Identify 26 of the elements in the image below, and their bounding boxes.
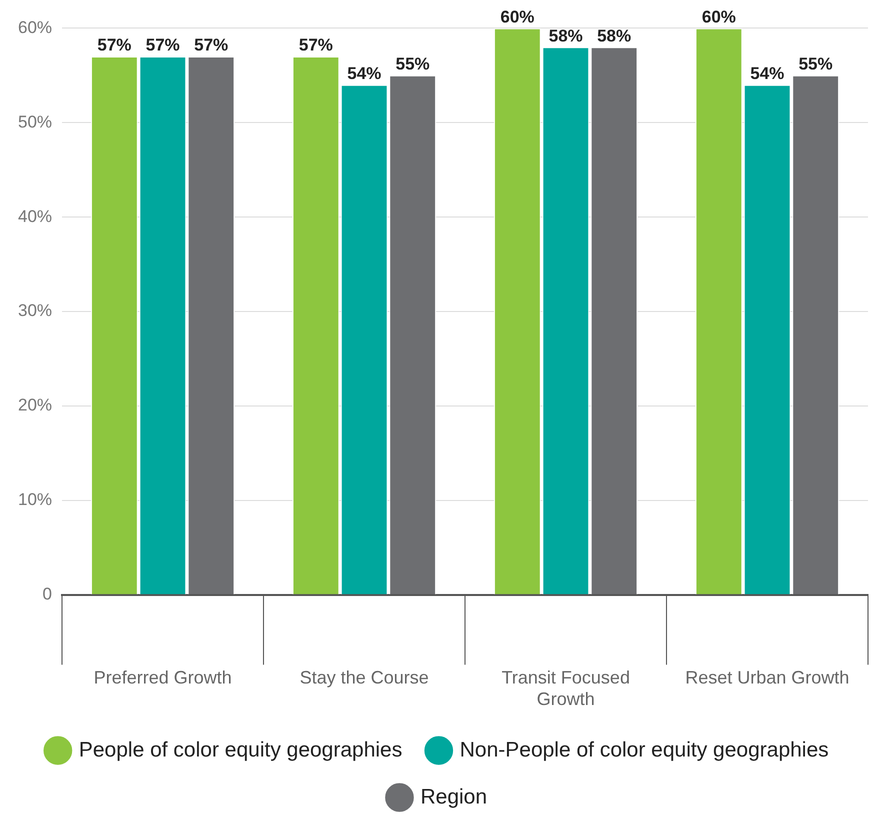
y-tick-label: 40% [18, 206, 52, 226]
legend-label: Non-People of color equity geographies [460, 738, 829, 762]
y-tick-label: 0 [42, 584, 52, 604]
data-label: 57% [298, 36, 333, 55]
y-tick-label: 30% [18, 301, 52, 320]
data-label: 58% [597, 26, 632, 46]
x-tick-label: Transit Focused Growth [502, 668, 630, 710]
data-label: 55% [396, 54, 430, 74]
data-label: 57% [194, 36, 228, 55]
data-label: 60% [500, 7, 534, 26]
y-tick-label: 50% [18, 112, 52, 132]
y-tick-label: 60% [18, 18, 52, 37]
data-label: 55% [798, 54, 833, 74]
y-tick-label: 20% [18, 396, 52, 415]
legend-label: Region [420, 785, 488, 808]
data-label: 54% [750, 64, 784, 84]
data-label: 60% [702, 7, 736, 26]
data-label: 57% [97, 36, 132, 55]
y-tick-label: 10% [18, 490, 52, 510]
x-tick-label: Reset Urban Growth [685, 668, 850, 688]
data-label: 57% [146, 36, 180, 55]
data-label: 54% [347, 64, 382, 84]
data-label: 58% [548, 26, 583, 46]
x-tick-label: Stay the Course [300, 668, 429, 688]
legend-label: People of color equity geographies [78, 738, 402, 762]
x-tick-label: Preferred Growth [94, 668, 232, 688]
